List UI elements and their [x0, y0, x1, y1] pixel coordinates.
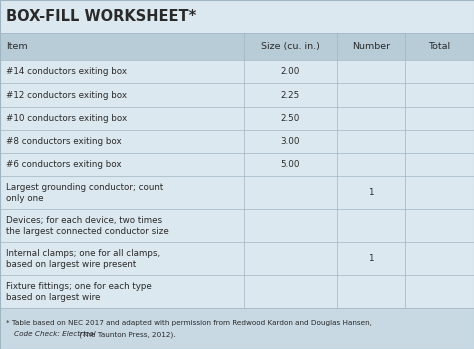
Text: Item: Item — [6, 42, 27, 51]
Bar — [0, 0, 474, 33]
Bar — [337, 153, 405, 177]
Text: #6 conductors exiting box: #6 conductors exiting box — [6, 160, 121, 169]
Text: #8 conductors exiting box: #8 conductors exiting box — [6, 137, 121, 146]
Text: * Table based on NEC 2017 and adapted with permission from Redwood Kardon and Do: * Table based on NEC 2017 and adapted wi… — [6, 320, 372, 326]
Text: #12 conductors exiting box: #12 conductors exiting box — [6, 90, 127, 99]
Text: 2.25: 2.25 — [281, 90, 300, 99]
Text: BOX-FILL WORKSHEET*: BOX-FILL WORKSHEET* — [6, 9, 196, 24]
Bar — [0, 275, 244, 308]
Bar — [0, 153, 244, 177]
Bar — [337, 60, 405, 83]
Text: 1: 1 — [368, 254, 374, 263]
Bar — [337, 83, 405, 107]
Bar — [0, 60, 244, 83]
Bar — [0, 209, 244, 242]
Bar — [0, 130, 244, 153]
Bar — [405, 130, 474, 153]
Text: Largest grounding conductor; count
only one: Largest grounding conductor; count only … — [6, 183, 163, 203]
Text: Size (cu. in.): Size (cu. in.) — [261, 42, 320, 51]
Text: Internal clamps; one for all clamps,
based on largest wire present: Internal clamps; one for all clamps, bas… — [6, 248, 160, 269]
Bar — [337, 209, 405, 242]
Bar — [337, 242, 405, 275]
Bar — [0, 33, 244, 60]
Bar — [337, 177, 405, 209]
Bar — [405, 242, 474, 275]
Text: Devices; for each device, two times
the largest connected conductor size: Devices; for each device, two times the … — [6, 216, 168, 236]
Bar — [337, 33, 405, 60]
Bar — [244, 33, 337, 60]
Text: 5.00: 5.00 — [281, 160, 300, 169]
Text: Fixture fittings; one for each type
based on largest wire: Fixture fittings; one for each type base… — [6, 282, 151, 302]
Text: 3.00: 3.00 — [281, 137, 300, 146]
Bar — [337, 130, 405, 153]
Bar — [0, 242, 244, 275]
Bar — [0, 177, 244, 209]
Text: 1: 1 — [368, 188, 374, 198]
Text: (The Taunton Press, 2012).: (The Taunton Press, 2012). — [77, 331, 175, 337]
Bar — [405, 83, 474, 107]
Bar — [337, 275, 405, 308]
Bar — [0, 308, 474, 349]
Bar — [244, 242, 337, 275]
Bar — [244, 83, 337, 107]
Text: 2.00: 2.00 — [281, 67, 300, 76]
Text: 2.50: 2.50 — [281, 114, 300, 123]
Bar — [0, 83, 244, 107]
Text: #10 conductors exiting box: #10 conductors exiting box — [6, 114, 127, 123]
Bar — [405, 177, 474, 209]
Bar — [244, 60, 337, 83]
Bar — [244, 177, 337, 209]
Bar — [337, 107, 405, 130]
Bar — [405, 33, 474, 60]
Bar — [244, 107, 337, 130]
Bar — [405, 209, 474, 242]
Bar — [244, 153, 337, 177]
Bar — [0, 107, 244, 130]
Bar — [244, 209, 337, 242]
Text: #14 conductors exiting box: #14 conductors exiting box — [6, 67, 127, 76]
Bar — [405, 60, 474, 83]
Text: Number: Number — [352, 42, 390, 51]
Text: Code Check: Electrical: Code Check: Electrical — [14, 331, 96, 337]
Bar — [405, 107, 474, 130]
Bar — [244, 275, 337, 308]
Bar — [405, 275, 474, 308]
Bar — [244, 130, 337, 153]
Text: Total: Total — [428, 42, 451, 51]
Bar — [405, 153, 474, 177]
